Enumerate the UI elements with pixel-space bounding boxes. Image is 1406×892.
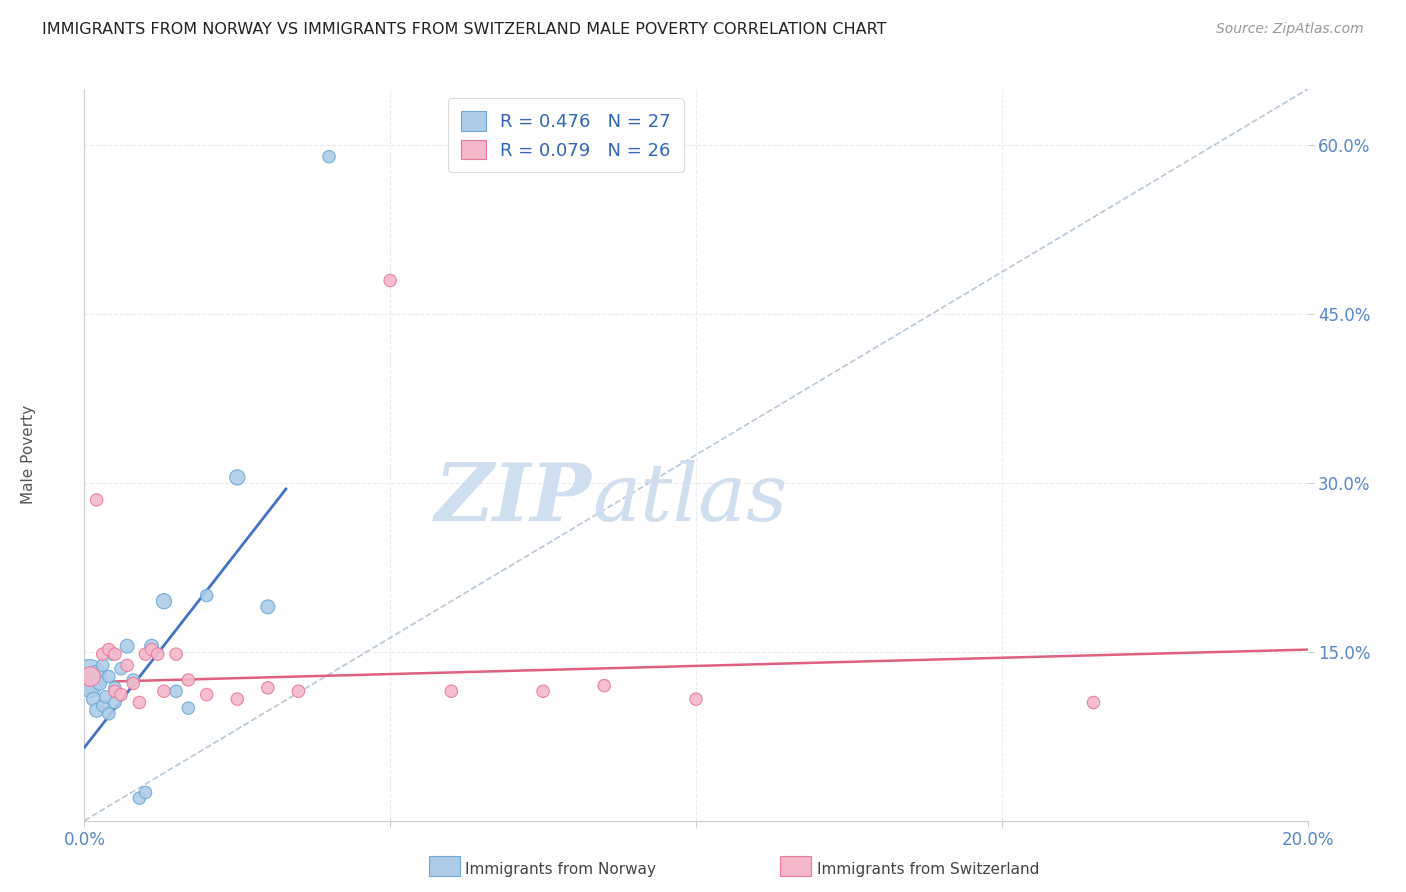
Point <box>146 647 169 661</box>
Point <box>318 150 340 164</box>
Point <box>195 589 218 603</box>
Point <box>165 647 187 661</box>
Point <box>195 688 218 702</box>
Text: Source: ZipAtlas.com: Source: ZipAtlas.com <box>1216 22 1364 37</box>
Point <box>135 647 157 661</box>
Point <box>104 684 127 698</box>
Point <box>153 594 176 608</box>
Text: Immigrants from Switzerland: Immigrants from Switzerland <box>817 863 1039 877</box>
Legend: R = 0.476   N = 27, R = 0.079   N = 26: R = 0.476 N = 27, R = 0.079 N = 26 <box>449 98 683 172</box>
Point <box>135 785 157 799</box>
Point <box>177 673 200 687</box>
Point <box>104 647 127 661</box>
Point <box>115 639 138 653</box>
Point <box>128 791 150 805</box>
Point <box>101 647 124 661</box>
Point <box>440 684 463 698</box>
Point <box>110 662 132 676</box>
Point <box>79 670 101 684</box>
Point <box>79 681 101 695</box>
Point <box>257 681 280 695</box>
Point <box>86 703 108 717</box>
Point <box>104 681 127 695</box>
Point <box>91 698 114 713</box>
Point <box>257 599 280 614</box>
Text: atlas: atlas <box>592 460 787 538</box>
Point <box>128 696 150 710</box>
Point <box>177 701 200 715</box>
Point <box>141 639 163 653</box>
Point <box>380 273 402 287</box>
Point <box>97 706 120 721</box>
Point <box>141 642 163 657</box>
Point <box>104 696 127 710</box>
Point <box>97 670 120 684</box>
Point <box>86 492 108 507</box>
Point <box>531 684 554 698</box>
Point <box>77 670 100 684</box>
Point <box>593 679 616 693</box>
Point <box>89 676 111 690</box>
Text: ZIP: ZIP <box>434 460 592 538</box>
Point <box>122 676 145 690</box>
Point <box>153 684 176 698</box>
Y-axis label: Male Poverty: Male Poverty <box>21 405 37 505</box>
Point <box>226 692 249 706</box>
Point <box>91 658 114 673</box>
Point <box>94 690 117 704</box>
Point <box>86 665 108 679</box>
Point <box>685 692 707 706</box>
Point <box>165 684 187 698</box>
Point <box>115 658 138 673</box>
Text: Immigrants from Norway: Immigrants from Norway <box>465 863 657 877</box>
Text: IMMIGRANTS FROM NORWAY VS IMMIGRANTS FROM SWITZERLAND MALE POVERTY CORRELATION C: IMMIGRANTS FROM NORWAY VS IMMIGRANTS FRO… <box>42 22 887 37</box>
Point <box>287 684 309 698</box>
Point <box>110 688 132 702</box>
Point <box>83 692 105 706</box>
Point <box>226 470 249 484</box>
Point <box>97 642 120 657</box>
Point <box>1083 696 1105 710</box>
Point <box>122 673 145 687</box>
Point <box>91 647 114 661</box>
